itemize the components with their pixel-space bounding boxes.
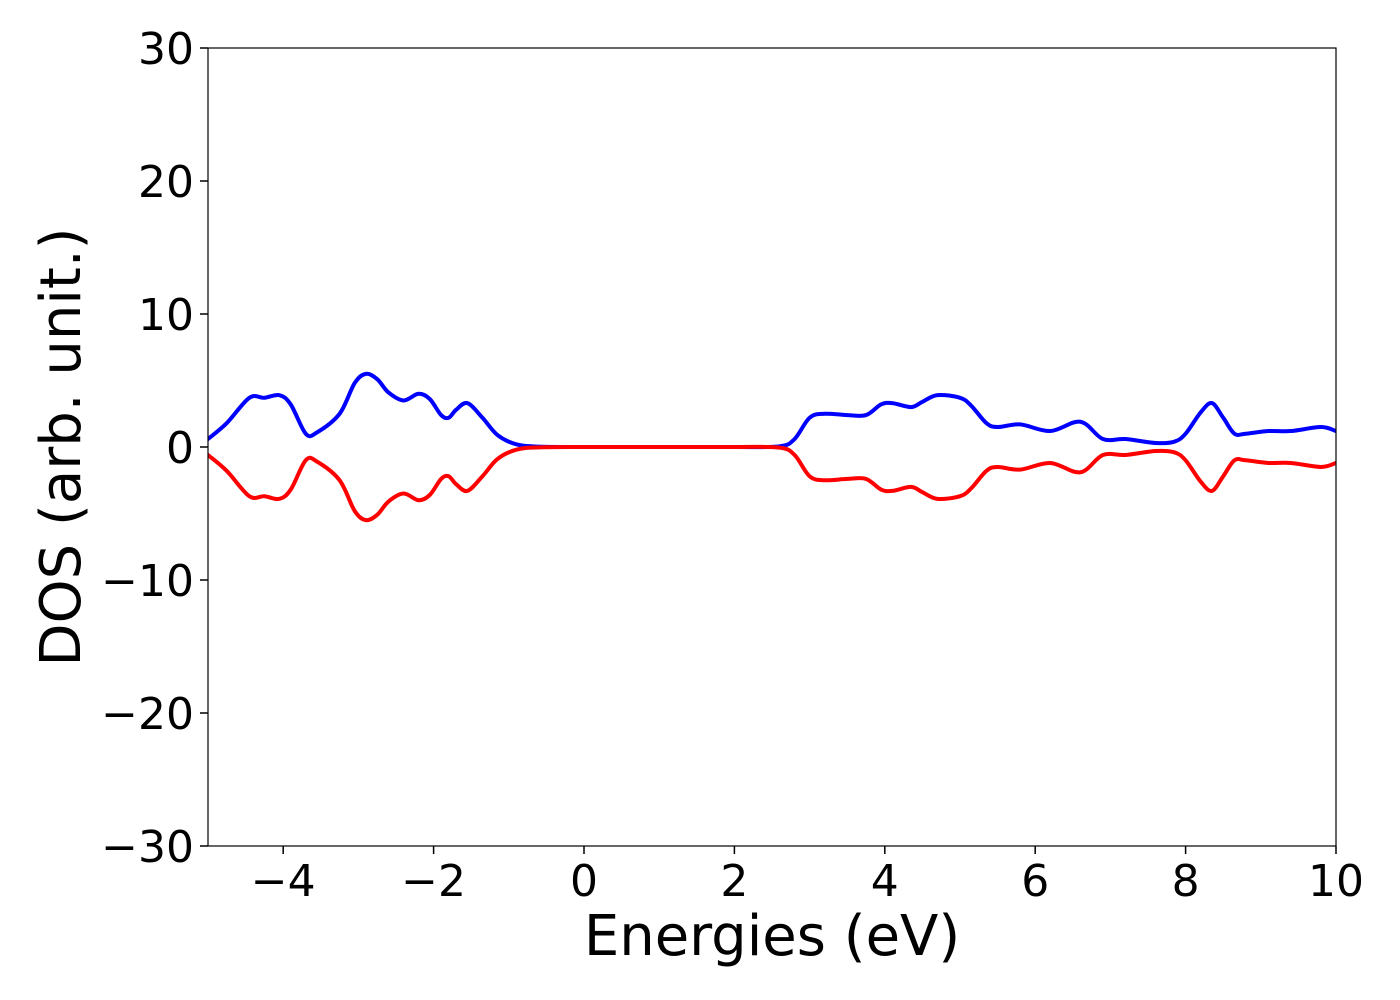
x-tick-label: −4 — [251, 856, 316, 907]
y-tick-label: −20 — [101, 689, 194, 740]
y-axis-label: DOS (arb. unit.) — [29, 227, 94, 666]
x-tick-label: 10 — [1308, 856, 1364, 907]
x-axis-label: Energies (eV) — [584, 904, 960, 969]
y-tick-label: −10 — [101, 556, 194, 607]
y-tick-label: 20 — [138, 157, 194, 208]
y-tick-label: 10 — [138, 290, 194, 341]
y-tick-label: 30 — [138, 24, 194, 75]
y-tick-label: −30 — [101, 822, 194, 873]
x-tick-label: 4 — [871, 856, 899, 907]
series-line-1 — [208, 371, 1336, 450]
x-axis: −4 −2 0 2 4 6 8 10 — [251, 846, 1364, 907]
x-tick-label: 8 — [1172, 856, 1200, 907]
series-line-2 — [208, 444, 1336, 523]
x-tick-label: 0 — [570, 856, 598, 907]
y-axis: −30 −20 −10 0 10 20 30 — [101, 24, 208, 873]
series-layer — [208, 371, 1336, 523]
x-tick-label: 2 — [720, 856, 748, 907]
x-tick-label: −2 — [401, 856, 466, 907]
x-tick-label: 6 — [1021, 856, 1049, 907]
y-tick-label: 0 — [166, 423, 194, 474]
